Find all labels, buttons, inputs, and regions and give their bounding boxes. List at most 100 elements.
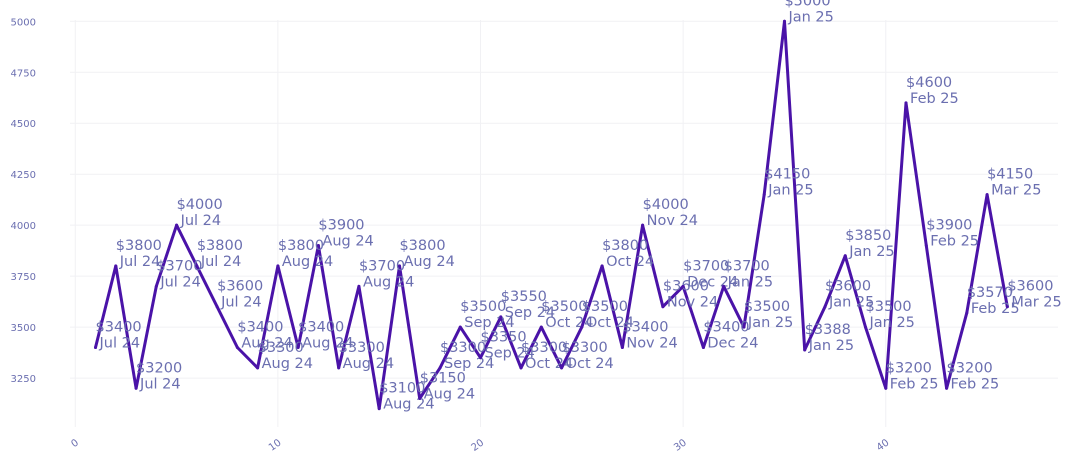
data-label-value: $3800 (278, 238, 324, 254)
data-label-value: $3850 (845, 228, 891, 244)
data-label-date: Jul 24 (139, 376, 181, 392)
data-label-date: Jul 24 (220, 295, 262, 311)
data-point-marker (864, 325, 868, 329)
data-point-marker (458, 325, 462, 329)
data-label-date: Sep 24 (505, 305, 555, 321)
x-tick-label: 40 (875, 437, 892, 453)
data-label-date: Aug 24 (302, 335, 353, 351)
data-point-marker (377, 407, 381, 411)
data-point-marker (296, 345, 300, 349)
data-point-marker (580, 325, 584, 329)
data-point-marker (620, 345, 624, 349)
data-point-marker (985, 193, 989, 197)
data-label-date: Sep 24 (485, 346, 535, 362)
data-label-value: $4150 (764, 167, 810, 183)
data-label-value: $5000 (784, 0, 830, 9)
data-label-date: Nov 24 (667, 295, 718, 311)
data-label-date: Jan 25 (848, 244, 894, 260)
data-point-marker (397, 264, 401, 268)
data-label-date: Mar 25 (991, 183, 1041, 199)
data-point-marker (357, 284, 361, 288)
data-label-date: Aug 24 (322, 234, 373, 250)
data-point-marker (803, 348, 807, 352)
data-label-date: Aug 24 (363, 274, 414, 290)
data-label-date: Jan 25 (767, 183, 813, 199)
data-label-value: $3300 (440, 340, 486, 356)
data-point-marker (661, 305, 665, 309)
data-label-value: $3400 (703, 319, 749, 335)
data-label-value: $3400 (622, 319, 668, 335)
data-point-marker (276, 264, 280, 268)
data-point-marker (175, 223, 179, 227)
data-point-marker (904, 101, 908, 105)
data-label-date: Aug 24 (262, 356, 313, 372)
data-label-date: Mar 25 (1011, 295, 1061, 311)
data-point-marker (823, 305, 827, 309)
data-label-value: $3300 (521, 340, 567, 356)
data-point-marker (1005, 305, 1009, 309)
data-point-marker (924, 244, 928, 248)
data-label-value: $3100 (379, 381, 425, 397)
data-point-marker (742, 325, 746, 329)
data-label-value: $3500 (744, 299, 790, 315)
data-label-date: Jul 24 (159, 274, 201, 290)
data-label-date: Nov 24 (647, 213, 698, 229)
data-point-marker (154, 284, 158, 288)
series-layer (94, 19, 1009, 411)
data-point-marker (884, 386, 888, 390)
x-tick-label: 0 (69, 437, 81, 450)
data-label-value: $3600 (663, 279, 709, 295)
data-label-date: Jan 25 (747, 315, 793, 331)
data-point-marker (316, 244, 320, 248)
data-label-date: Oct 24 (586, 315, 634, 331)
data-point-marker (418, 396, 422, 400)
data-label-date: Jul 24 (200, 254, 242, 270)
data-label-value: $3600 (825, 279, 871, 295)
data-point-marker (256, 366, 260, 370)
data-label-date: Oct 24 (606, 254, 654, 270)
data-point-marker (539, 325, 543, 329)
data-point-marker (134, 386, 138, 390)
data-label-value: $4000 (177, 197, 223, 213)
data-label-value: $3500 (541, 299, 587, 315)
y-tick-label: 4500 (11, 119, 36, 130)
data-label-value: $3400 (96, 319, 142, 335)
data-point-marker (195, 264, 199, 268)
data-label-date: Sep 24 (464, 315, 514, 331)
data-label-value: $3500 (866, 299, 912, 315)
data-point-marker (965, 311, 969, 315)
y-tick-label: 5000 (11, 17, 36, 28)
data-label-value: $4000 (643, 197, 689, 213)
x-tick-label: 30 (672, 437, 689, 453)
data-label-value: $3800 (197, 238, 243, 254)
data-label-value: $3800 (116, 238, 162, 254)
data-point-marker (782, 19, 786, 23)
data-label-value: $3400 (237, 319, 283, 335)
